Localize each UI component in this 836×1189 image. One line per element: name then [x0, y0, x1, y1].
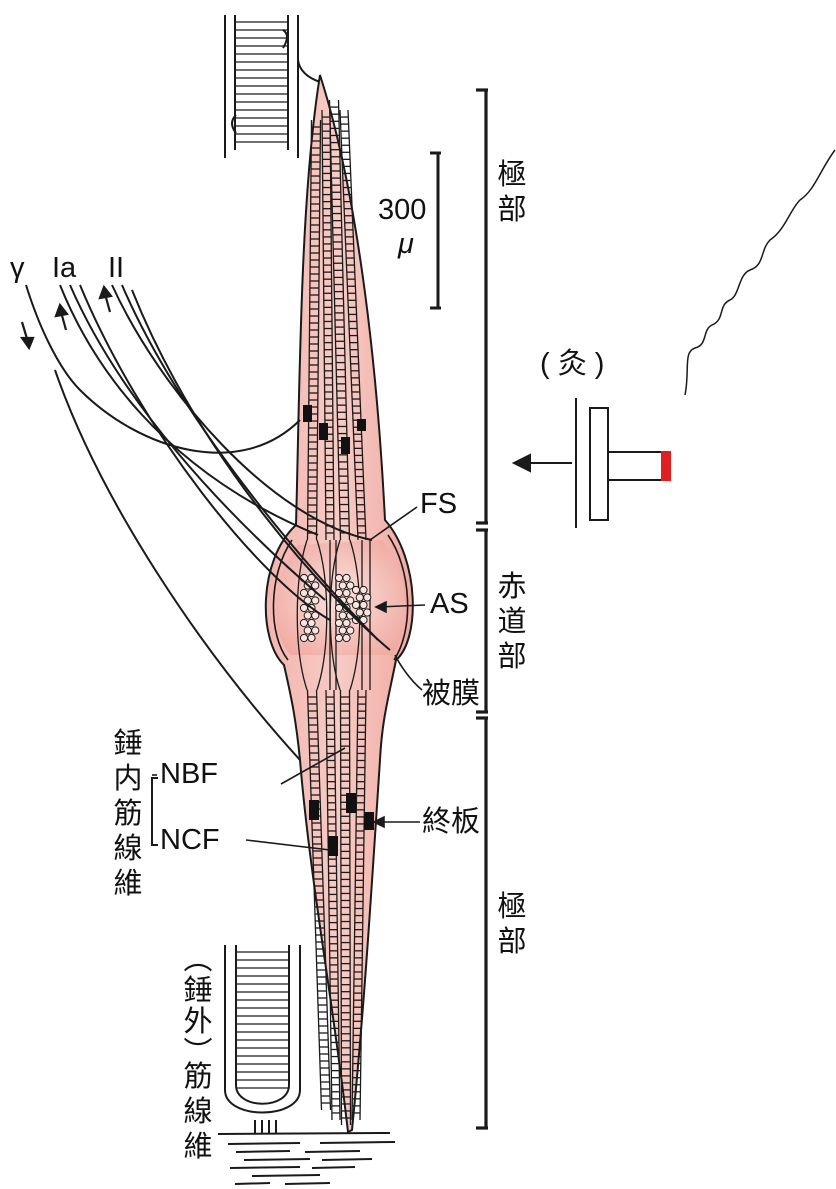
intrafusal-fiber-label: 錘内筋線維 [112, 727, 144, 902]
extrafusal-label-paren: ︵ 錘外 ︶ [182, 945, 214, 1069]
ia-fiber-label: Ia [52, 252, 77, 284]
motor-end-plates [303, 405, 374, 856]
intrafusal-fibers [296, 99, 371, 1126]
gamma-fiber-label: γ [10, 252, 25, 284]
extrafusal-fiber-label: 筋線維 [182, 1060, 214, 1165]
scale-unit: μ [398, 228, 414, 260]
char: 錘 [183, 975, 213, 1007]
char: 極 [497, 891, 527, 923]
intrafusal-bracket [151, 777, 158, 846]
char: 筋 [183, 1061, 213, 1093]
char: 外 [183, 1006, 213, 1038]
lower-extrafusal-fiber [224, 945, 301, 1133]
endplate-label: 終板 [422, 806, 481, 838]
polar-region-bottom-label: 極部 [496, 890, 528, 960]
char: 錘 [113, 728, 143, 760]
label-leaders [152, 506, 426, 851]
nbf-label: NBF [160, 758, 218, 790]
fs-label: FS [420, 488, 458, 520]
char: 維 [113, 868, 143, 900]
scale-value: 300 [378, 194, 427, 226]
nerve-direction-arrows [19, 284, 113, 351]
moxa-smoke [684, 149, 836, 396]
char: 部 [497, 194, 527, 226]
capsule-label: 被膜 [422, 678, 481, 710]
char: 道 [497, 606, 527, 638]
char: 内 [113, 763, 143, 795]
char: 筋 [113, 798, 143, 830]
as-label: AS [430, 588, 469, 620]
char: 赤 [497, 571, 527, 603]
equatorial-region-label: 赤道部 [496, 570, 528, 675]
ii-fiber-label: II [108, 252, 125, 284]
ncf-label: NCF [160, 824, 220, 856]
char: 部 [497, 641, 527, 673]
char: 極 [497, 159, 527, 191]
char: 部 [497, 926, 527, 958]
upper-extrafusal-fiber [224, 15, 321, 158]
char: 線 [113, 833, 143, 865]
char: 線 [183, 1096, 213, 1128]
scale-bar [430, 151, 441, 310]
char: 維 [183, 1131, 213, 1163]
char: ︵ [183, 944, 213, 976]
moxa-device [511, 398, 671, 528]
polar-region-top-label: 極部 [496, 158, 528, 228]
moxa-label: ( 灸 ) [540, 348, 605, 380]
char: ︶ [183, 1037, 213, 1069]
tendon-lines [217, 1132, 396, 1185]
nerve-fibers [25, 284, 391, 761]
region-bars [476, 88, 488, 1130]
